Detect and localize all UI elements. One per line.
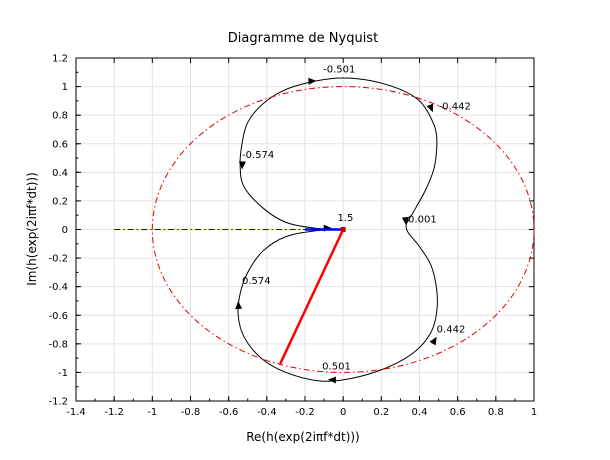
x-tick-label: -1.2 [104, 407, 124, 418]
y-tick-label: 0.4 [52, 168, 68, 179]
y-tick-label: 1.2 [52, 54, 68, 65]
y-tick-label: -0.8 [48, 339, 68, 350]
annotation-label: 0.501 [322, 362, 351, 373]
y-tick-label: -1.2 [48, 397, 68, 408]
curve-direction-arrow [235, 300, 243, 310]
y-tick-label: -0.2 [48, 254, 68, 265]
curve-direction-arrow [327, 376, 337, 384]
annotation-label: -0.574 [242, 150, 274, 161]
x-tick-label: 0 [340, 407, 346, 418]
x-tick-label: 0.4 [412, 407, 428, 418]
annotation-label: -0.442 [439, 101, 471, 112]
y-tick-label: 0.8 [52, 111, 68, 122]
annotation-label: 0.442 [437, 324, 466, 335]
annotation-label: 0.001 [408, 214, 437, 225]
annotation-label: 1.5 [337, 213, 353, 224]
y-tick-label: 0.2 [52, 196, 68, 207]
x-tick-label: 0.6 [450, 407, 466, 418]
y-axis-label: Im(h(exp(2iπf*dt))) [25, 172, 39, 286]
unit-circle [151, 86, 535, 373]
x-axis-label: Re(h(exp(2iπf*dt))) [246, 430, 360, 444]
y-tick-label: 0.6 [52, 139, 68, 150]
x-tick-label: 0.8 [488, 407, 504, 418]
y-tick-label: -1 [58, 368, 68, 379]
series-layer [114, 77, 535, 384]
origin-marker [340, 227, 346, 232]
x-tick-label: -0.6 [219, 407, 239, 418]
y-tick-label: 1 [62, 82, 68, 93]
y-tick-label: 0 [62, 225, 68, 236]
x-tick-label: 1 [531, 407, 537, 418]
curve-direction-arrow [238, 161, 246, 170]
curve-direction-arrow [429, 336, 437, 346]
annotations: -0.501 -0.442 -0.574 1.5 0.001 0.574 0.442 0.50… [242, 64, 471, 372]
x-tick-label: -1.4 [66, 407, 86, 418]
x-tick-label: -0.4 [257, 407, 277, 418]
curve-direction-arrow [426, 103, 434, 113]
x-tick-label: -0.2 [295, 407, 315, 418]
x-tick-label: 0.2 [373, 407, 389, 418]
vector-line [279, 228, 345, 365]
annotation-label: -0.501 [323, 64, 355, 75]
chart-title: Diagramme de Nyquist [228, 31, 378, 46]
x-tick-label: -0.8 [181, 407, 201, 418]
curve-direction-arrow [401, 216, 409, 226]
y-tick-label: -0.6 [48, 311, 68, 322]
annotation-label: 0.574 [242, 276, 271, 287]
axis-ticks: -1.4 -1.2 -1 -0.8 -0.6 -0.4 -0.2 0 0.2 0.4 0.6 0.8 1… [48, 54, 537, 419]
curve-direction-arrow [308, 77, 317, 85]
x-tick-label: -1 [147, 407, 157, 418]
y-tick-label: -0.4 [48, 282, 68, 293]
